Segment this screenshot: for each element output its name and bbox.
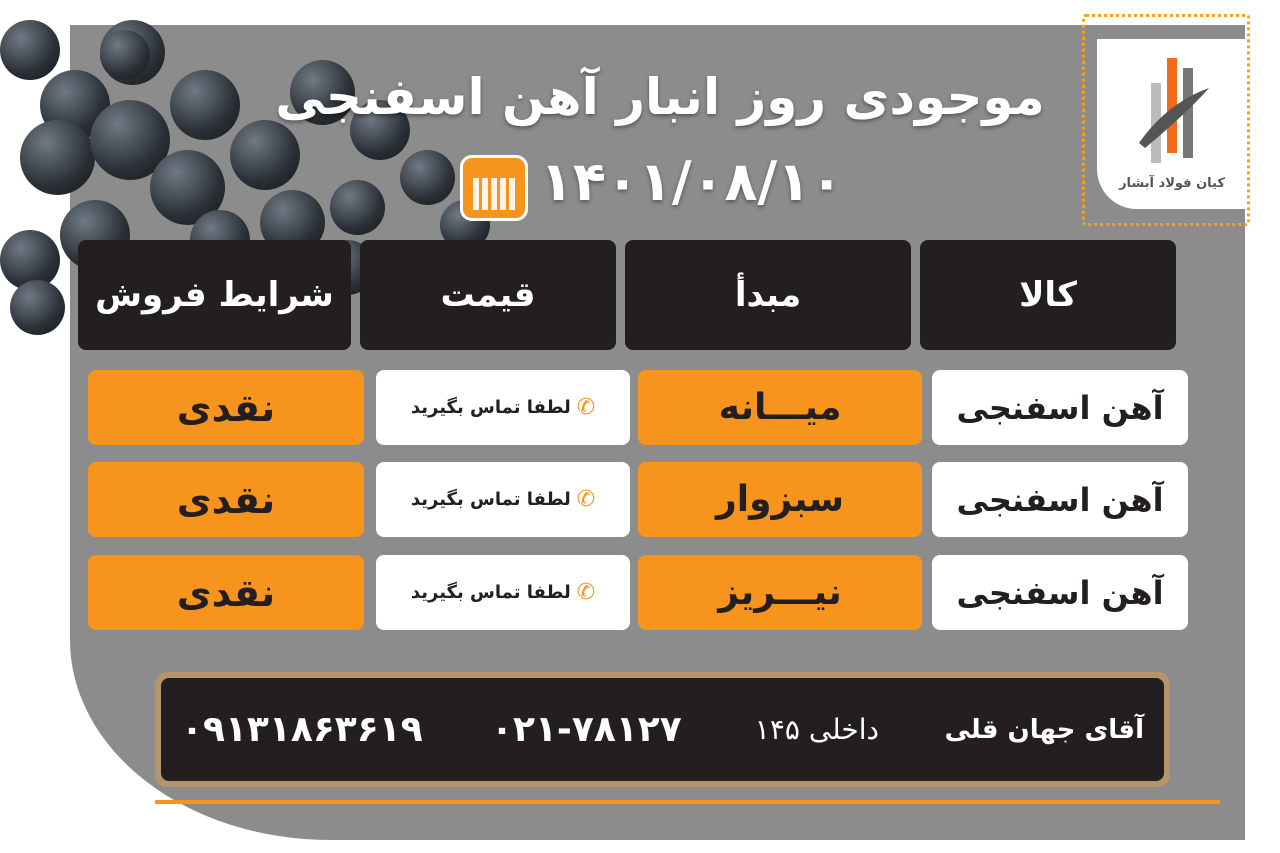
contact-extension: داخلی ۱۴۵ [754,713,879,746]
logo-mark-icon [1139,58,1209,163]
pellet [10,280,65,335]
product-cell: آهن اسفنجی [932,370,1188,445]
logo: کیان فولاد آبشار [1082,14,1250,226]
pellet [230,120,300,190]
divider-line [155,800,1220,804]
phone-icon: ✆ [576,487,596,512]
terms-cell: نقدی [88,462,364,537]
terms-cell: نقدی [88,555,364,630]
contact-mobile[interactable]: ۰۹۱۳۱۸۶۳۶۱۹ [181,709,423,750]
header-origin: مبدأ [625,240,911,350]
header-terms: شرایط فروش [78,240,351,350]
price-text: لطفا تماس بگیرید [410,397,571,418]
pellet [400,150,455,205]
pellet [170,70,240,140]
date: ۱۴۰۱/۰۸/۱۰ [540,150,844,213]
header-product: کالا [920,240,1176,350]
price-cell[interactable]: ✆ لطفا تماس بگیرید [376,370,630,445]
page-title: موجودی روز انبار آهن اسفنجی [275,68,1045,126]
contact-bar: آقای جهان قلی داخلی ۱۴۵ ۰۲۱-۷۸۱۲۷ ۰۹۱۳۱۸… [155,672,1170,787]
origin-cell: سبزوار [638,462,922,537]
price-text: لطفا تماس بگیرید [410,582,571,603]
product-cell: آهن اسفنجی [932,555,1188,630]
product-cell: آهن اسفنجی [932,462,1188,537]
origin-cell: میـــانه [638,370,922,445]
phone-icon: ✆ [576,395,596,420]
origin-cell: نیـــریز [638,555,922,630]
pellet [0,20,60,80]
pellet [290,60,355,125]
terms-cell: نقدی [88,370,364,445]
price-text: لطفا تماس بگیرید [410,489,571,510]
pellet [100,30,150,80]
calendar-icon [460,155,528,221]
contact-name: آقای جهان قلی [944,714,1144,745]
pellet [330,180,385,235]
contact-landline[interactable]: ۰۲۱-۷۸۱۲۷ [491,709,682,750]
pellet [350,100,410,160]
header-price: قیمت [360,240,616,350]
price-cell[interactable]: ✆ لطفا تماس بگیرید [376,462,630,537]
logo-text: کیان فولاد آبشار [1119,176,1225,191]
pellet [20,120,95,195]
phone-icon: ✆ [576,580,596,605]
price-cell[interactable]: ✆ لطفا تماس بگیرید [376,555,630,630]
